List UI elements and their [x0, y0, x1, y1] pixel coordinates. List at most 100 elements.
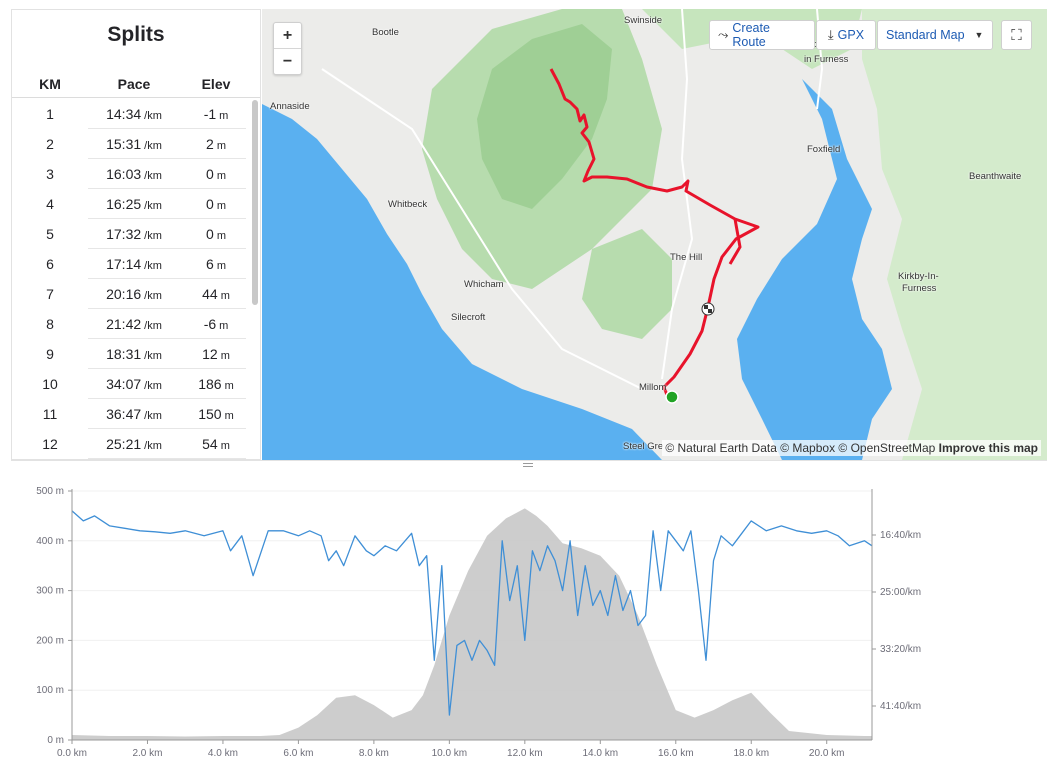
- split-elev: 54 m: [180, 436, 252, 452]
- place-label: in Furness: [804, 54, 849, 65]
- split-pace: 20:16/km: [88, 286, 180, 302]
- split-pace-value: 17:32: [106, 226, 142, 242]
- grip-icon: [523, 463, 533, 467]
- split-elev-value: 6: [206, 256, 214, 272]
- split-row[interactable]: 8 21:42/km -6 m: [12, 309, 252, 339]
- east-green-area: [862, 9, 1047, 460]
- x-tick-label: 14.0 km: [583, 748, 619, 759]
- pace-unit: /km: [144, 440, 162, 452]
- place-label: Silecroft: [451, 312, 486, 323]
- split-pace-value: 15:31: [106, 136, 142, 152]
- split-row[interactable]: 11 36:47/km 150 m: [12, 399, 252, 429]
- place-label: Bootle: [372, 27, 399, 38]
- pace-unit: /km: [144, 200, 162, 212]
- map-style-dropdown[interactable]: Standard Map ▼: [877, 20, 993, 50]
- elev-unit: m: [220, 290, 230, 302]
- x-tick-label: 16.0 km: [658, 748, 694, 759]
- pace-line: [71, 510, 873, 716]
- gpx-button[interactable]: ⤓ GPX: [816, 20, 876, 50]
- zoom-out-button[interactable]: −: [282, 53, 293, 70]
- pace-unit: /km: [144, 290, 162, 302]
- coast-road: [321, 68, 643, 390]
- elevation-pace-chart[interactable]: 0 m 100 m 200 m 300 m 400 m 500 m 0.0 km 2.0 km…: [11, 469, 1047, 775]
- split-pace-value: 36:47: [106, 406, 142, 422]
- split-elev: -1 m: [180, 106, 252, 122]
- pace-unit: /km: [144, 230, 162, 242]
- create-route-label: Create Route: [732, 21, 770, 49]
- place-label: Annaside: [270, 101, 310, 112]
- pace-unit: /km: [144, 350, 162, 362]
- route-line-branch: [728, 218, 742, 265]
- split-km: 9: [46, 346, 54, 362]
- split-pace-value: 14:34: [106, 106, 142, 122]
- valley-road: [661, 9, 694, 380]
- column-km: KM: [39, 75, 61, 92]
- elev-unit: m: [224, 380, 234, 392]
- split-elev-value: 0: [206, 226, 214, 242]
- split-km: 4: [46, 196, 54, 212]
- route-map[interactable]: BootleSwinsideBroughtonin FurnessAnnasid…: [262, 9, 1047, 460]
- split-row[interactable]: 12 25:21/km 54 m: [12, 429, 252, 459]
- split-elev-value: 0: [206, 166, 214, 182]
- place-label: The Hill: [670, 252, 703, 263]
- splits-scrollbar[interactable]: [252, 100, 258, 305]
- column-pace: Pace: [117, 75, 151, 92]
- split-pace-value: 25:21: [106, 436, 142, 452]
- split-km: 8: [46, 316, 54, 332]
- zoom-in-button[interactable]: +: [274, 23, 301, 49]
- elev-unit: m: [216, 170, 226, 182]
- split-pace-value: 17:14: [106, 256, 142, 272]
- y-tick-label: 300 m: [36, 586, 64, 597]
- split-pace: 15:31/km: [88, 136, 180, 152]
- y2-tick-label: 33:20/km: [880, 644, 921, 655]
- split-km: 5: [46, 226, 54, 242]
- panel-resize-handle[interactable]: [11, 460, 1047, 469]
- split-pace: 25:21/km: [88, 436, 180, 452]
- elevation-area: [72, 508, 872, 740]
- fullscreen-button[interactable]: ⛶: [1001, 20, 1032, 50]
- split-elev-value: 12: [202, 346, 218, 362]
- split-elev: 150 m: [180, 406, 252, 422]
- y2-tick-label: 16:40/km: [880, 530, 921, 541]
- split-elev: 186 m: [180, 376, 252, 392]
- chart-axes: 0 m 100 m 200 m 300 m 400 m 500 m 0.0 km 2.0 km…: [36, 486, 921, 759]
- improve-map-link[interactable]: Improve this map: [938, 441, 1038, 455]
- x-tick-label: 6.0 km: [283, 748, 313, 759]
- split-row[interactable]: 2 15:31/km 2 m: [12, 129, 252, 159]
- split-row[interactable]: 3 16:03/km 0 m: [12, 159, 252, 189]
- split-pace-value: 16:25: [106, 196, 142, 212]
- split-pace: 16:25/km: [88, 196, 180, 212]
- finish-marker: [701, 302, 715, 316]
- split-km: 6: [46, 256, 54, 272]
- split-km: 12: [42, 436, 58, 452]
- split-km: 3: [46, 166, 54, 182]
- create-route-button[interactable]: ⤳ Create Route: [709, 20, 815, 50]
- elev-unit: m: [216, 230, 226, 242]
- place-label: Furness: [902, 283, 937, 294]
- route-icon: ⤳: [718, 27, 729, 42]
- split-row[interactable]: 1 14:34/km -1 m: [12, 99, 252, 129]
- split-row[interactable]: 10 34:07/km 186 m: [12, 369, 252, 399]
- map-canvas[interactable]: [262, 9, 1047, 460]
- place-label: Millom: [639, 382, 667, 393]
- place-label: Kirkby-In-: [898, 271, 939, 282]
- splits-list[interactable]: 1 14:34/km -1 m 2 15:31/km 2 m 3 16:03/km 0 m 4 16:25…: [12, 99, 252, 459]
- x-tick-label: 4.0 km: [208, 748, 238, 759]
- split-row[interactable]: 4 16:25/km 0 m: [12, 189, 252, 219]
- chart-svg: 0 m 100 m 200 m 300 m 400 m 500 m 0.0 km 2.0 km…: [36, 486, 921, 759]
- split-row[interactable]: 6 17:14/km 6 m: [12, 249, 252, 279]
- pace-series: [71, 510, 873, 716]
- split-pace: 17:14/km: [88, 256, 180, 272]
- place-label: Whitbeck: [388, 199, 428, 210]
- split-row[interactable]: 7 20:16/km 44 m: [12, 279, 252, 309]
- split-elev-value: -1: [203, 106, 217, 122]
- x-tick-label: 8.0 km: [359, 748, 389, 759]
- split-row[interactable]: 5 17:32/km 0 m: [12, 219, 252, 249]
- split-row[interactable]: 9 18:31/km 12 m: [12, 339, 252, 369]
- place-label: Beanthwaite: [969, 171, 1022, 182]
- x-tick-label: 0.0 km: [57, 748, 87, 759]
- map-attribution: © Natural Earth Data © Mapbox © OpenStre…: [662, 440, 1041, 456]
- place-label: Steel Gre: [623, 441, 664, 452]
